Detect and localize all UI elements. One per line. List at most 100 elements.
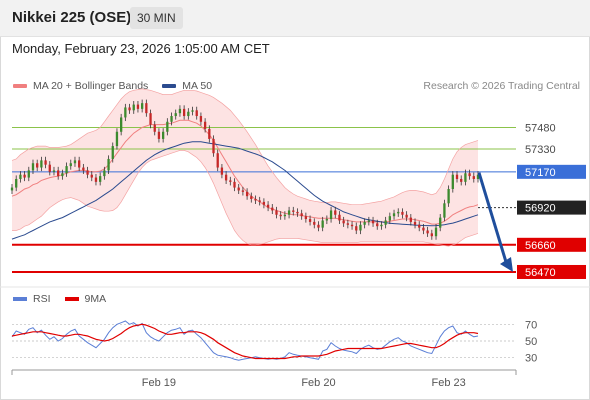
candle-body: [392, 213, 396, 217]
level-badge-56470: [517, 264, 586, 279]
candle-body: [48, 164, 51, 172]
candle-body: [401, 211, 404, 215]
legend-label-rsi: RSI: [33, 293, 51, 305]
candle-body: [304, 216, 308, 220]
candle-body: [174, 113, 177, 117]
candle-body: [376, 223, 379, 227]
level-badge-56920: [517, 200, 586, 215]
candle-body: [245, 191, 249, 197]
candle-body: [350, 224, 354, 227]
candle-body: [241, 190, 245, 192]
candle-body: [355, 226, 358, 231]
candle-body: [292, 210, 295, 212]
rsi-ma-swatch: [64, 297, 79, 301]
candle-body: [40, 160, 43, 168]
rsi-line: [11, 320, 479, 361]
instrument-title: Nikkei 225 (OSE): [12, 9, 132, 26]
candle-body: [426, 230, 429, 234]
candle-body: [279, 214, 282, 217]
candle-body: [94, 177, 98, 182]
candle-body: [413, 221, 417, 225]
candle-body: [140, 103, 144, 109]
candle-body: [464, 173, 467, 182]
candle-body: [23, 174, 26, 178]
candle-body: [166, 121, 169, 132]
legend-label-ma20: MA 20 + Bollinger Bands: [33, 80, 149, 92]
candle-body: [468, 173, 471, 177]
candle-body: [439, 217, 442, 228]
candle-body: [19, 174, 22, 179]
candle-body: [237, 187, 240, 191]
candle-body: [405, 214, 408, 218]
candle-body: [300, 213, 303, 217]
candle-body: [359, 224, 362, 231]
candle-body: [409, 217, 412, 222]
candle-body: [119, 117, 123, 132]
level-label-56660: 56660: [525, 240, 556, 252]
candle-body: [208, 128, 211, 139]
candle-body: [82, 167, 85, 171]
candle-body: [78, 160, 81, 168]
rsi-tick-70: 70: [525, 319, 537, 331]
candle-body: [191, 110, 194, 112]
candle-body: [367, 220, 371, 222]
candle-body: [65, 166, 68, 174]
ma50-swatch: [162, 84, 177, 88]
candle-body: [262, 201, 266, 205]
candle-body: [363, 221, 366, 225]
bollinger-band: [12, 88, 478, 247]
rsi-tick-50: 50: [525, 336, 537, 348]
candle-body: [443, 203, 446, 218]
rsi-tick-30: 30: [525, 353, 537, 365]
candle-body: [15, 178, 18, 188]
candle-body: [61, 173, 64, 177]
candle-body: [342, 220, 345, 224]
candle-body: [338, 214, 341, 221]
candle-body: [455, 174, 459, 179]
rsi-legend: RSI 9MA: [13, 293, 120, 305]
candle-body: [99, 176, 102, 182]
candle-body: [472, 176, 475, 179]
candle-body: [220, 167, 224, 175]
level-label-56920: 56920: [525, 203, 556, 215]
candle-body: [334, 210, 337, 215]
candle-body: [287, 210, 291, 215]
candle-body: [161, 131, 165, 139]
x-tick-label: Feb 20: [301, 377, 335, 389]
candle-body: [195, 110, 198, 117]
candle-body: [103, 170, 106, 177]
candle-body: [182, 108, 186, 117]
candle-body: [27, 170, 30, 178]
candle-body: [128, 107, 131, 111]
candle-body: [10, 187, 14, 191]
timeframe-badge[interactable]: 30 MIN: [130, 7, 183, 29]
candle-body: [69, 163, 72, 167]
ma50-line: [11, 141, 479, 240]
projection-arrow: [477, 172, 508, 263]
candle-body: [418, 224, 421, 228]
ma20-line: [11, 119, 479, 225]
candle-body: [111, 146, 114, 159]
level-label-57480: 57480: [525, 122, 556, 134]
rsi-ma-line: [11, 323, 479, 360]
candle-body: [313, 221, 316, 225]
x-tick-label: Feb 19: [142, 377, 176, 389]
candle-body: [346, 223, 350, 225]
candle-body: [275, 210, 278, 215]
bb-upper-line: [11, 88, 479, 206]
legend-item-rsi: RSI: [13, 293, 51, 305]
candle-body: [178, 108, 182, 114]
level-badge-57170: [517, 164, 586, 179]
legend-label-rsi-ma: 9MA: [84, 293, 107, 305]
legend-item-ma50: MA 50: [162, 80, 212, 92]
timestamp: Monday, February 23, 2026 1:05:00 AM CET: [12, 41, 270, 56]
candle-body: [187, 111, 190, 117]
candle-body: [31, 163, 35, 171]
candle-body: [145, 103, 148, 114]
candle-body: [212, 138, 215, 154]
level-badge-56660: [517, 237, 586, 252]
candle-body: [371, 220, 375, 224]
level-label-56470: 56470: [525, 267, 556, 279]
x-tick-label: Feb 23: [431, 377, 465, 389]
